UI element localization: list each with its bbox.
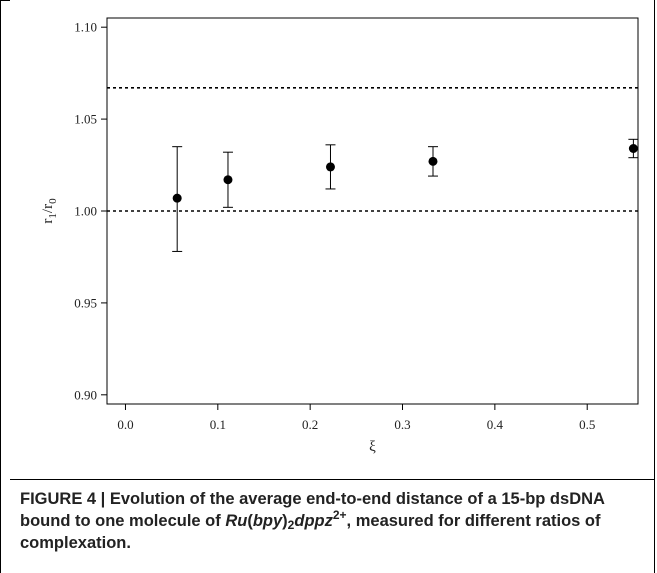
y-tick-label: 1.05 [74, 112, 97, 127]
data-point [628, 144, 638, 154]
caption-prefix: FIGURE 4 | Evolution of the average end-… [20, 490, 605, 530]
x-tick-label: 0.1 [210, 417, 226, 432]
y-axis: 0.90 0.95 1.00 1.05 1.10 [74, 20, 107, 402]
x-axis: 0.0 0.1 0.2 0.3 0.4 0.5 [117, 404, 595, 432]
top-rule [0, 0, 10, 1]
data-point [325, 162, 335, 172]
data-point [172, 193, 182, 203]
y-tick-label: 0.95 [74, 295, 97, 310]
caption-formula-bpy: bpy [252, 512, 283, 530]
x-axis-title: ξ [369, 439, 376, 455]
caption-formula-sup: 2+ [332, 508, 347, 522]
y-axis-title-main: r [40, 219, 56, 224]
data-points [172, 144, 638, 203]
x-tick-label: 0.3 [394, 417, 410, 432]
caption-formula-close: ) [282, 512, 288, 530]
data-point [428, 156, 438, 166]
data-point [223, 175, 233, 185]
caption-divider [10, 479, 655, 480]
y-axis-title-sub1: 1 [47, 213, 59, 219]
caption-formula-ru: Ru [225, 512, 248, 530]
caption-suffix: , measured for different ratios of compl… [20, 512, 601, 552]
y-axis-title: r1/r0 [40, 198, 59, 224]
y-axis-title-sub0: 0 [47, 198, 59, 204]
x-tick-label: 0.0 [117, 417, 133, 432]
x-tick-label: 0.5 [579, 417, 595, 432]
x-tick-label: 0.2 [302, 417, 318, 432]
y-tick-label: 1.00 [74, 204, 97, 219]
y-tick-label: 0.90 [74, 387, 97, 402]
caption-formula-open: ( [247, 512, 253, 530]
y-tick-label: 1.10 [74, 20, 97, 35]
caption-formula-dppz: dppz [294, 512, 333, 530]
error-bars [172, 138, 639, 252]
chart: 0.0 0.1 0.2 0.3 0.4 0.5 0.900.951.001.051.10 … [40, 17, 639, 455]
caption-formula-sub: 2 [287, 518, 295, 532]
y-axis-title-slash: /r [40, 204, 56, 213]
x-tick-label: 0.4 [487, 417, 504, 432]
reference-lines [107, 87, 638, 212]
figure-caption: FIGURE 4 | Evolution of the average end-… [20, 488, 630, 554]
